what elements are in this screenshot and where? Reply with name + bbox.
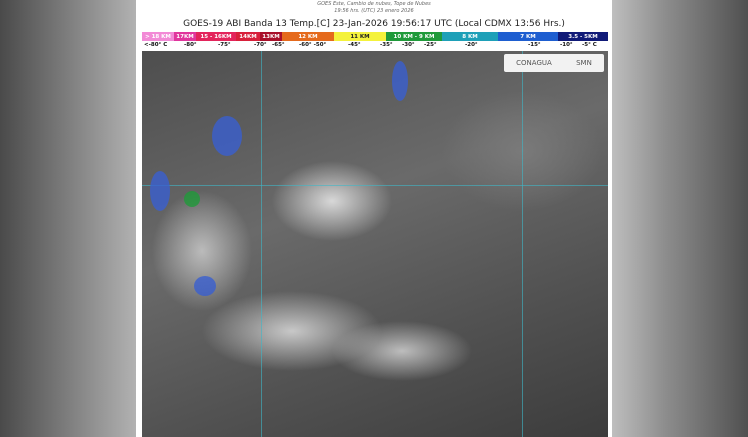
satellite-image-panel: GOES Este, Cambio de nubes, Tope de Nube… [136, 0, 612, 437]
temp-label: -45° [348, 42, 361, 48]
temp-label: -80° [184, 42, 197, 48]
grid-line [142, 185, 608, 186]
cloud-top-blob [184, 191, 200, 207]
temp-label: -10° [560, 42, 573, 48]
legend-segment: 15 - 16KM [196, 32, 236, 41]
temp-label: -30° [402, 42, 415, 48]
background-right [610, 0, 748, 437]
temp-label: -25° [424, 42, 437, 48]
temp-label: -5° C [582, 42, 597, 48]
temperature-scale: <-80° C -80° -75° -70° -65° -60° -50° -4… [142, 42, 608, 50]
subtitle: GOES Este, Cambio de nubes, Tope de Nube… [317, 1, 431, 7]
legend-segment: 8 KM [442, 32, 498, 41]
legend-segment: 13KM [260, 32, 282, 41]
temp-label: -15° [528, 42, 541, 48]
legend-segment: 10 KM - 9 KM [386, 32, 442, 41]
background-left [0, 0, 140, 437]
temp-label: -75° [218, 42, 231, 48]
grid-line [522, 51, 523, 437]
cloud-top-blob [212, 116, 242, 156]
legend-segment: > 18 KM [142, 32, 174, 41]
cloud-top-blob [194, 276, 216, 296]
grid-line [261, 51, 262, 437]
legend-segment: 17KM [174, 32, 196, 41]
temp-label: -35° [380, 42, 393, 48]
legend-segment: 3.5 - 5KM [558, 32, 608, 41]
smn-logo: SMN [576, 59, 592, 67]
legend-segment: 11 KM [334, 32, 386, 41]
cloud-top-blob [150, 171, 170, 211]
altitude-color-legend: > 18 KM 17KM 15 - 16KM 14KM 13KM 12 KM 1… [142, 32, 608, 41]
cloud-top-blob [392, 61, 408, 101]
legend-segment: 12 KM [282, 32, 334, 41]
legend-segment: 7 KM [498, 32, 558, 41]
image-title: GOES-19 ABI Banda 13 Temp.[C] 23-Jan-202… [183, 19, 565, 29]
temp-label: -65° [272, 42, 285, 48]
legend-segment: 14KM [236, 32, 260, 41]
temp-label: -70° [254, 42, 267, 48]
temp-label: -20° [465, 42, 478, 48]
agency-logos: CONAGUA SMN [504, 54, 604, 72]
satellite-map: CONAGUA SMN [142, 51, 608, 437]
temp-label: -60° -50° [299, 42, 327, 48]
temp-label: <-80° C [144, 42, 168, 48]
conagua-logo: CONAGUA [516, 59, 552, 67]
subtitle-time: 19:56 hrs. (UTC) 23 enero 2026 [334, 8, 414, 14]
